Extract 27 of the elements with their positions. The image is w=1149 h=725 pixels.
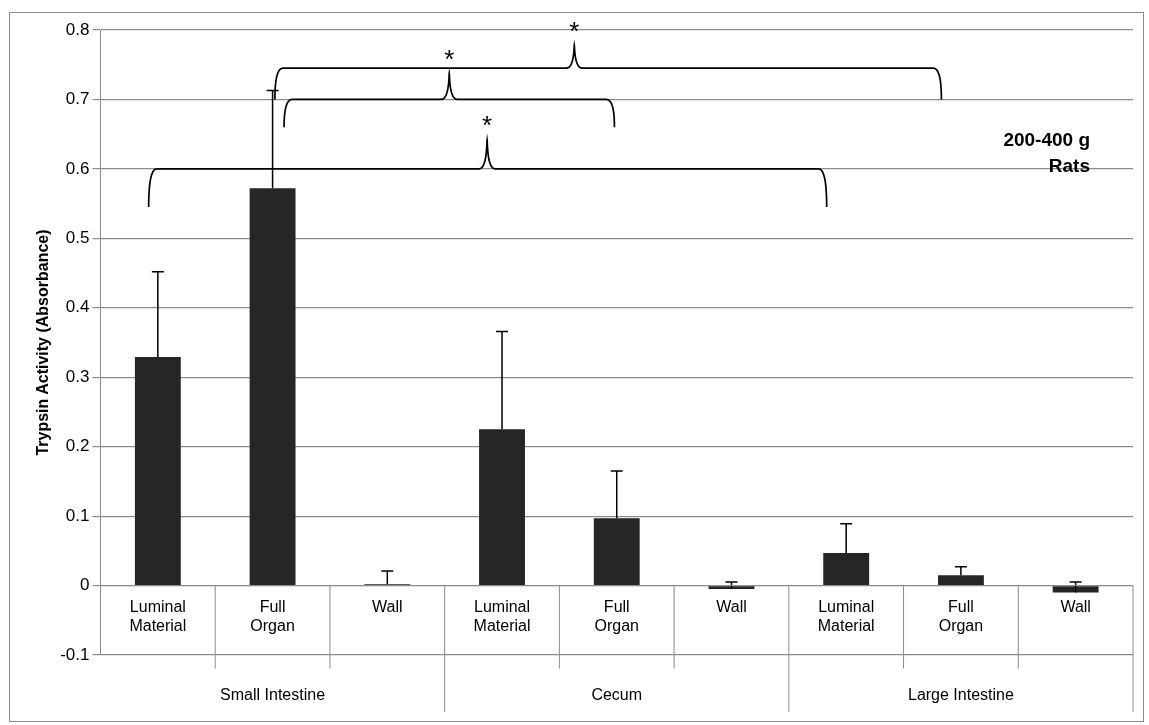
y-tick-label: 0.4 (65, 297, 90, 317)
x-tick-label: Luminal Material (473, 597, 531, 634)
annotation: * (482, 110, 493, 142)
x-tick-label: Wall (372, 597, 403, 615)
x-tick-label: Luminal Material (817, 597, 875, 634)
annotation: * (444, 44, 455, 76)
y-tick-label: 0.7 (65, 89, 90, 109)
text: Cecum (591, 685, 643, 704)
y-tick-label: 0.1 (65, 505, 90, 525)
x-tick-label: Full Organ (594, 597, 639, 634)
text: Large Intestine (907, 685, 1014, 704)
x-tick-label: Wall (1060, 597, 1091, 615)
y-tick-label: 0 (80, 575, 90, 595)
y-axis-title: Trypsin Activity (Absorbance) (34, 229, 52, 456)
x-tick-label: Full Organ (938, 597, 984, 634)
y-tick-label: 0.3 (65, 366, 90, 386)
x-tick-label: Full Organ (250, 597, 295, 634)
y-tick-label: -0.1 (60, 644, 90, 664)
y-tick-label: 0.6 (65, 158, 90, 178)
x-tick-label: Luminal Material (129, 597, 187, 634)
y-tick-label: 0.8 (65, 19, 90, 39)
x-tick-label: Wall (716, 597, 747, 615)
annotation: 200-400 g Rats (1003, 128, 1090, 179)
annotation: * (569, 16, 580, 48)
y-tick-label: 0.2 (65, 436, 90, 456)
y-tick-label: 0.5 (65, 228, 90, 248)
text: Small Intestine (220, 685, 326, 704)
